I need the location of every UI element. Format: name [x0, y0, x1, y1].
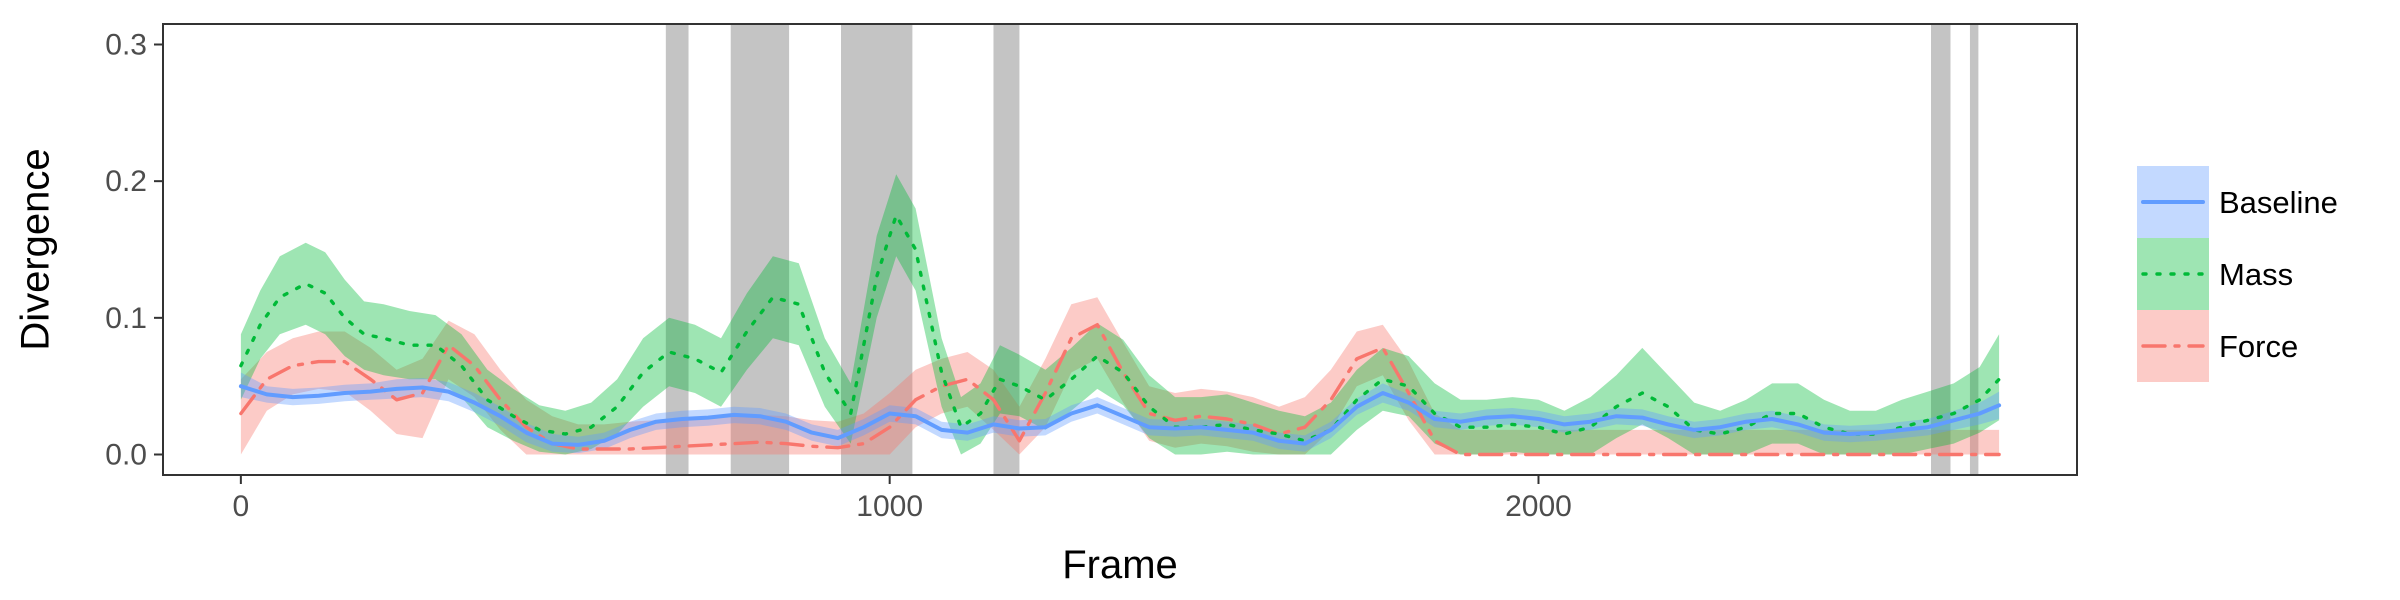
y-axis-title: Divergence [14, 148, 58, 350]
confidence-bands [240, 174, 2000, 455]
shaded-region-6 [1969, 24, 1979, 475]
legend-label-baseline: Baseline [2219, 185, 2338, 220]
y-tick-label: 0.2 [105, 165, 147, 198]
y-tick-label: 0.1 [105, 302, 147, 335]
x-tick-label: 1000 [856, 490, 923, 523]
series-lines [238, 213, 2002, 457]
x-axis-title: Frame [1062, 543, 1178, 587]
x-axis: 0 1000 2000 [233, 475, 1572, 523]
y-axis: 0.0 0.1 0.2 0.3 [105, 29, 163, 472]
shaded-region-2 [730, 24, 790, 475]
shaded-region-1 [665, 24, 689, 475]
legend: Baseline Mass Force [2137, 166, 2338, 382]
shaded-region-4 [993, 24, 1020, 475]
x-tick-label: 2000 [1505, 490, 1572, 523]
legend-label-mass: Mass [2219, 257, 2293, 292]
line-baseline [238, 384, 2002, 447]
line-force [239, 323, 2001, 457]
y-tick-label: 0.0 [105, 439, 147, 472]
shaded-region-5 [1931, 24, 1951, 475]
x-tick-label: 0 [233, 490, 250, 523]
legend-label-force: Force [2219, 329, 2298, 364]
plot-panel-border [162, 23, 2078, 476]
band-force [240, 297, 2000, 455]
band-mass [240, 174, 2000, 455]
y-tick-label: 0.3 [105, 29, 147, 62]
